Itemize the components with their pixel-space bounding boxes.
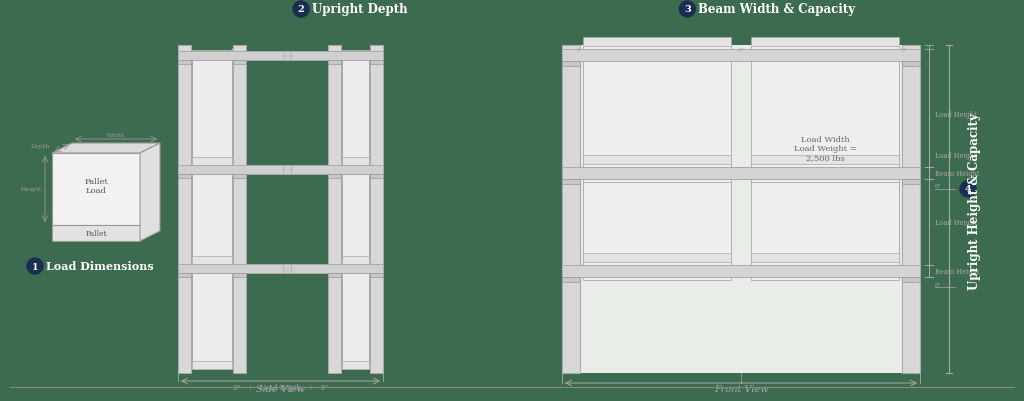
Text: Upright Height & Capacity: Upright Height & Capacity [968,113,981,290]
Bar [370,175,383,179]
Text: Load Dimensions: Load Dimensions [46,261,154,272]
Bar [342,175,369,264]
Bar [583,164,731,281]
Bar [342,273,369,369]
Bar [583,55,731,263]
Text: Side View: Side View [256,384,305,393]
Bar [283,166,291,175]
Bar [178,175,191,179]
Bar [193,51,232,166]
Text: Load Height: Load Height [935,219,977,227]
Bar [342,256,369,264]
Text: 2: 2 [298,6,304,14]
Bar [751,47,899,182]
Bar [178,51,383,60]
Bar [193,175,232,264]
Bar [178,264,383,273]
Text: Beam Width & Capacity: Beam Width & Capacity [698,4,855,16]
Bar [580,46,902,373]
Bar [562,277,580,283]
Bar [751,254,899,263]
Bar [751,156,899,164]
Circle shape [961,182,976,198]
Text: Front View: Front View [714,384,768,393]
Text: Load Width
Load Weight =
2,500 lbs: Load Width Load Weight = 2,500 lbs [794,135,856,162]
Text: Depth: Depth [31,144,50,149]
Bar [193,360,232,369]
Bar [233,46,246,373]
Bar [583,156,731,164]
Bar [178,273,191,277]
Bar [328,273,341,277]
Polygon shape [140,144,160,241]
Text: Load Height: Load Height [935,152,977,160]
Bar [178,60,191,64]
Bar [583,254,731,263]
Text: Pallet
Load: Pallet Load [84,177,108,194]
Bar [562,62,580,67]
Bar [193,256,232,264]
Bar [562,46,580,373]
Bar [751,55,899,263]
Circle shape [293,2,309,18]
Bar [328,60,341,64]
Text: Beam Height: Beam Height [935,267,980,275]
Text: Height: Height [20,187,42,192]
Text: Beam Height: Beam Height [935,170,980,178]
Bar [902,180,920,184]
Text: Width: Width [106,133,125,138]
Text: Load Height: Load Height [935,111,977,119]
Bar [342,51,369,166]
Bar [583,38,731,47]
Bar [751,164,899,281]
Bar [283,51,291,60]
Polygon shape [52,144,160,154]
Text: 6": 6" [737,49,744,53]
Bar [233,60,246,64]
Bar [52,225,140,241]
Bar [562,180,580,184]
Text: 3: 3 [684,6,690,14]
Bar [562,265,920,277]
Bar [233,175,246,179]
Text: 6": 6" [935,184,942,189]
Bar [283,264,291,273]
Bar [342,158,369,166]
Text: 6": 6" [935,282,942,287]
Bar [902,62,920,67]
Bar [52,154,140,225]
Text: 4: 4 [965,185,972,194]
Text: Pallet: Pallet [85,229,106,237]
Bar [751,38,899,47]
Bar [370,46,383,373]
Text: 6": 6" [901,49,907,53]
Bar [178,166,383,175]
Bar [342,360,369,369]
Bar [370,60,383,64]
Circle shape [679,2,695,18]
Text: 6": 6" [575,49,583,53]
Circle shape [27,258,43,274]
Text: 1: 1 [32,262,38,271]
Bar [370,273,383,277]
Bar [328,46,341,373]
Bar [562,168,920,180]
Bar [328,175,341,179]
Bar [178,46,191,373]
Bar [583,47,731,182]
Bar [902,277,920,283]
Bar [902,46,920,373]
Text: 3"   +   Load Depth   +   3": 3" + Load Depth + 3" [233,383,328,391]
Text: Upright Depth: Upright Depth [312,4,408,16]
Bar [233,273,246,277]
Bar [562,50,920,62]
Bar [193,273,232,369]
Bar [193,158,232,166]
